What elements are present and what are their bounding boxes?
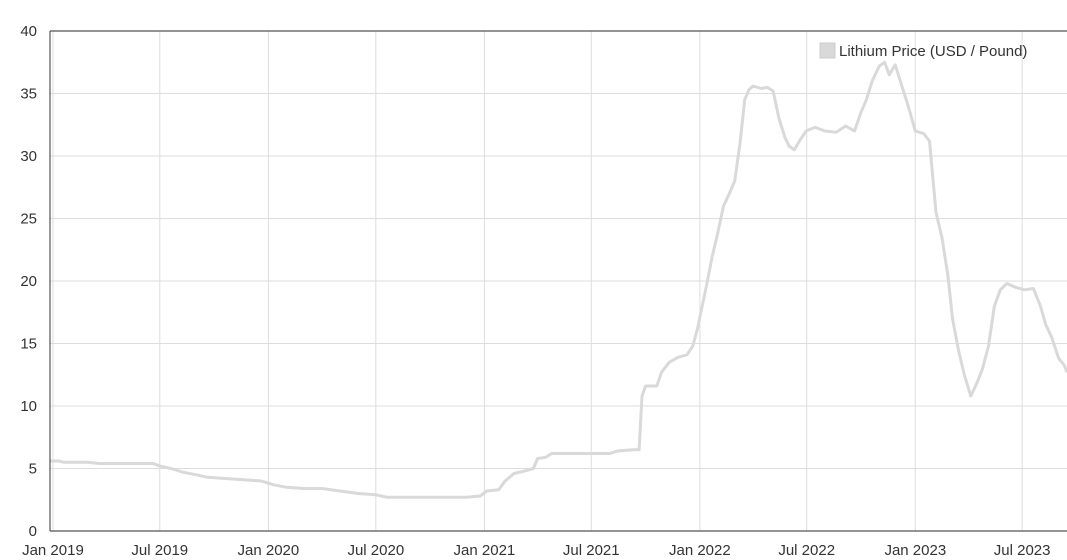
x-tick-label: Jan 2020 [238,542,300,559]
y-tick-label: 30 [20,148,37,165]
y-tick-label: 40 [20,23,37,40]
y-tick-label: 35 [20,86,37,103]
y-tick-label: 20 [20,273,37,290]
series-line-lithium-price [50,60,1067,499]
y-tick-label: 10 [20,398,37,415]
y-axis-tick-labels: 0 5 10 15 20 25 30 35 40 [20,23,37,540]
y-tick-label: 25 [20,211,37,228]
x-tick-label: Jan 2021 [454,542,516,559]
legend-label[interactable]: Lithium Price (USD / Pound) [839,43,1027,60]
legend[interactable]: Lithium Price (USD / Pound) [819,42,1027,60]
y-tick-label: 0 [29,523,37,540]
y-tick-label: 15 [20,336,37,353]
x-tick-label: Jul 2022 [778,542,835,559]
y-tick-label: 5 [29,461,37,478]
x-tick-label: Jan 2019 [22,542,84,559]
legend-swatch[interactable] [819,42,836,59]
series-layer [50,60,1067,499]
x-tick-label: Jul 2023 [994,542,1051,559]
x-tick-label: Jan 2022 [669,542,731,559]
x-axis-tick-labels: Jan 2019 Jul 2019 Jan 2020 Jul 2020 Jan 2021… [22,542,1050,559]
x-tick-label: Jul 2021 [563,542,620,559]
horizontal-gridlines [50,30,1067,469]
x-tick-label: Jan 2023 [884,542,946,559]
x-tick-label: Jul 2019 [131,542,188,559]
axes [49,30,1067,532]
x-tick-label: Jul 2020 [347,542,404,559]
